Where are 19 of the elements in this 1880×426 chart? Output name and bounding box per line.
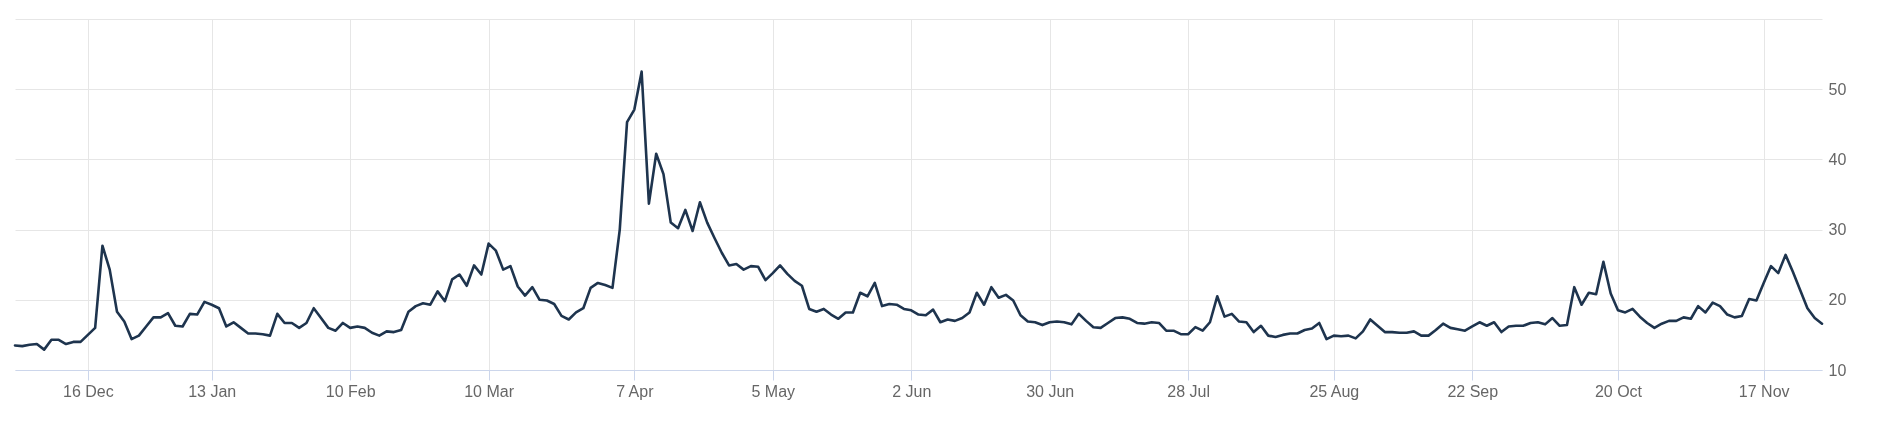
line-series (13, 70, 1824, 351)
x-tick-label: 22 Sep (1447, 382, 1499, 400)
y-tick-label: 10 (1828, 361, 1847, 379)
y-tick-label: 40 (1828, 150, 1847, 168)
x-tick-label: 30 Jun (1026, 382, 1075, 400)
x-tick-label: 20 Oct (1594, 382, 1643, 400)
y-tick-label: 50 (1828, 80, 1847, 98)
x-tick-label: 13 Jan (188, 382, 237, 400)
x-tick-label: 25 Aug (1309, 382, 1360, 400)
x-tick-label: 17 Nov (1738, 382, 1790, 400)
y-tick-label: 30 (1828, 221, 1847, 239)
y-tick-label: 20 (1828, 291, 1847, 309)
x-tick-label: 2 Jun (892, 382, 932, 400)
x-tick-label: 10 Feb (325, 382, 376, 400)
x-tick-label: 5 May (751, 382, 796, 400)
x-tick-label: 10 Mar (464, 382, 515, 400)
x-tick-label: 28 Jul (1167, 382, 1210, 400)
x-tick-label: 7 Apr (616, 382, 655, 400)
x-tick-label: 16 Dec (63, 382, 114, 400)
